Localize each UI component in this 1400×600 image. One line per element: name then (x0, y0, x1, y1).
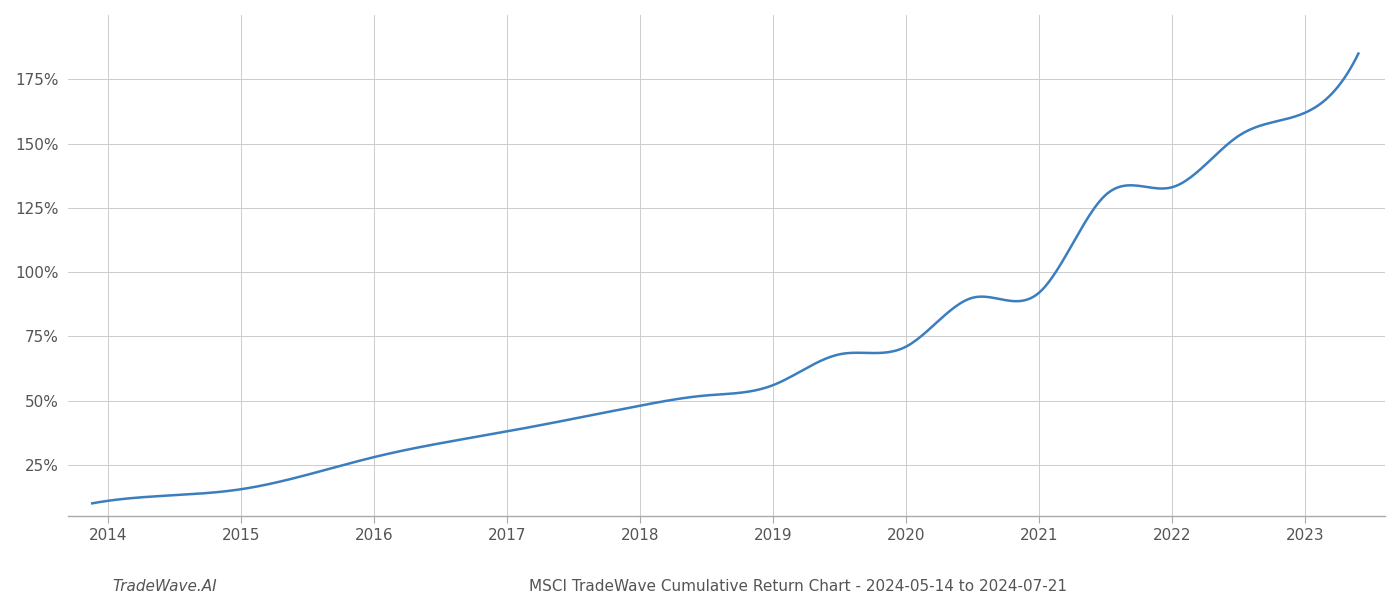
Text: TradeWave.AI: TradeWave.AI (112, 579, 217, 594)
Text: MSCI TradeWave Cumulative Return Chart - 2024-05-14 to 2024-07-21: MSCI TradeWave Cumulative Return Chart -… (529, 579, 1067, 594)
